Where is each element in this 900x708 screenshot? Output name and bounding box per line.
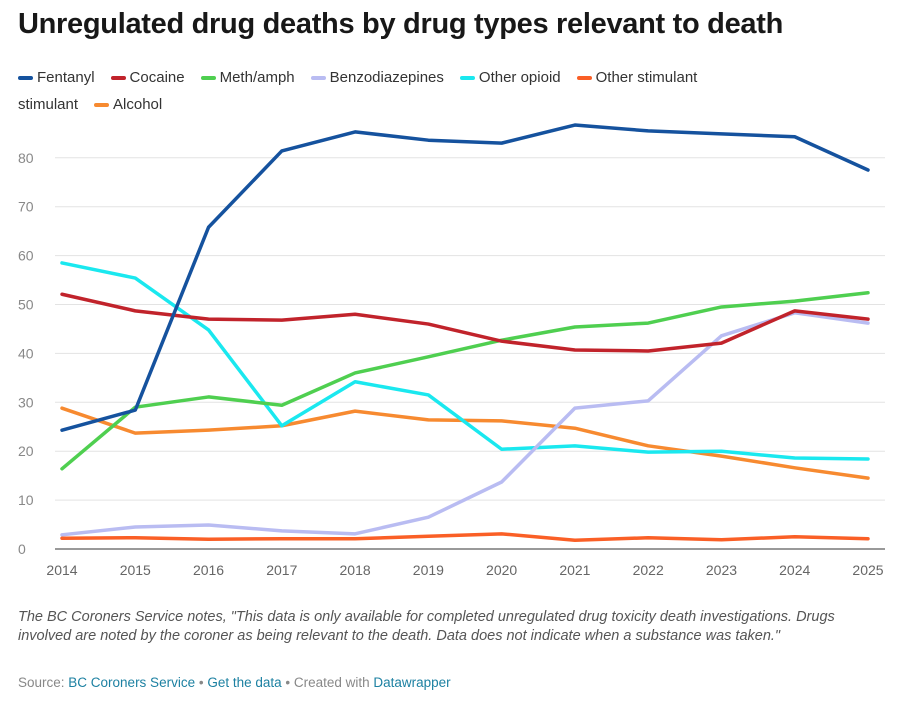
legend-item: Meth/amph [200,64,295,91]
separator: • [195,675,208,690]
x-tick-label: 2023 [706,562,737,578]
x-tick-label: 2020 [486,562,517,578]
source-line: Source: BC Coroners Service • Get the da… [18,675,451,690]
y-tick-label: 50 [18,297,34,313]
created-with-text: • Created with [281,675,374,690]
get-data-link[interactable]: Get the data [207,675,282,690]
legend-swatch [459,76,475,81]
x-tick-label: 2018 [340,562,371,578]
source-prefix: Source: [18,675,69,690]
y-tick-label: 40 [18,345,34,361]
series-line-other-stimulant [60,532,870,542]
y-tick-label: 60 [18,248,34,264]
series-line-alcohol [60,406,870,480]
legend-item: Other stimulant [576,64,698,91]
series-line-other-opioid [60,261,870,461]
y-tick-label: 80 [18,150,34,166]
series-line-cocaine [60,292,870,353]
legend-swatch [94,103,110,108]
legend-item: Alcohol [94,91,162,118]
legend-label: Meth/amph [219,69,295,86]
series-line-fentanyl [60,123,870,432]
legend-swatch [18,76,33,81]
legend-item: Other opioid [459,64,561,91]
legend-label: Other stimulant [595,69,698,86]
legend-wrapped-text: stimulant [18,96,79,113]
source-link[interactable]: BC Coroners Service [68,675,196,690]
x-tick-label: 2016 [193,562,224,578]
legend-label: Alcohol [113,96,163,113]
x-tick-label: 2014 [46,562,77,578]
line-chart: 0 10 20 30 40 50 60 70 80 2014 2015 2016 2017 2018 201… [18,123,885,578]
legend-item: Fentanyl [18,64,95,91]
y-tick-label: 20 [18,443,34,459]
chart-title: Unregulated drug deaths by drug types re… [18,8,784,40]
legend-item: Cocaine [110,64,185,91]
x-tick-label: 2021 [559,562,590,578]
legend-label: Other opioid [478,69,561,86]
x-tick-label: 2022 [633,562,664,578]
y-tick-label: 10 [18,492,34,508]
x-tick-label: 2017 [266,562,297,578]
series-line-meth-amph [60,291,870,471]
series-line-benzodiazepines [60,311,870,537]
x-tick-label: 2015 [120,562,151,578]
x-tick-label: 2024 [779,562,810,578]
legend-swatch [200,76,216,81]
legend-swatch [310,76,326,81]
legend-item: Benzodiazepines [310,64,444,91]
legend-label: Fentanyl [37,69,95,86]
x-tick-label: 2025 [852,562,883,578]
y-tick-label: 0 [18,541,26,557]
legend: Fentanyl Cocaine Meth/amph Benzodiazepines O… [18,64,848,118]
legend-swatch [576,76,592,81]
legend-label: Cocaine [129,69,185,86]
y-tick-label: 30 [18,394,34,410]
chart-note: The BC Coroners Service notes, "This dat… [18,609,835,644]
y-tick-label: 70 [18,199,34,215]
legend-swatch [110,76,126,81]
legend-label: Benzodiazepines [329,69,444,86]
x-tick-label: 2019 [413,562,444,578]
datawrapper-link[interactable]: Datawrapper [373,675,451,690]
